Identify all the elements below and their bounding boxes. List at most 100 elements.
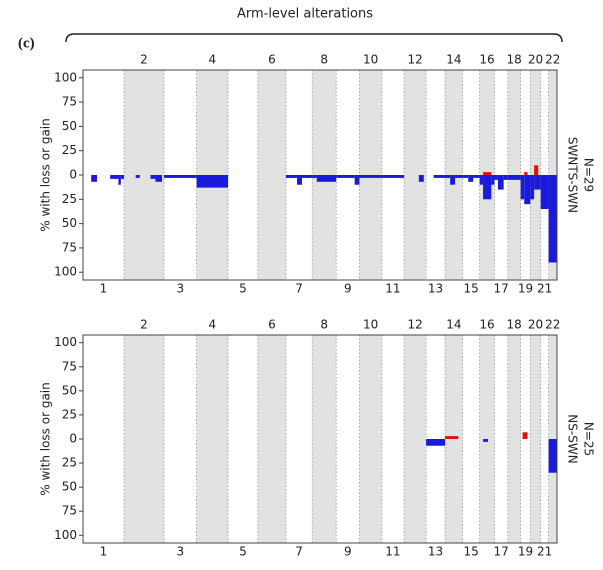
gain-bar <box>524 172 528 175</box>
y-tick-label: 75 <box>62 240 77 254</box>
chromosome-label: 9 <box>344 282 352 296</box>
loss-bar <box>450 175 456 185</box>
loss-bar <box>540 175 549 210</box>
gain-bar <box>534 165 539 175</box>
chromosome-label: 17 <box>493 545 508 559</box>
panel-label: (c) <box>18 35 35 51</box>
y-tick-label: 0 <box>69 432 77 446</box>
loss-bar <box>118 175 121 185</box>
y-tick-label: 25 <box>62 456 77 470</box>
chromosome-label: 13 <box>428 282 443 296</box>
loss-bar <box>316 175 337 182</box>
chromosome-label: 19 <box>518 282 533 296</box>
chromosome-label: 14 <box>446 318 461 332</box>
chromosome-label: 13 <box>428 545 443 559</box>
y-tick-label: 0 <box>69 168 77 182</box>
y-axis-label: % with loss or gain <box>39 118 53 231</box>
chromosome-label: 3 <box>176 545 184 559</box>
loss-bar <box>548 439 557 473</box>
y-tick-label: 50 <box>62 480 77 494</box>
loss-bar <box>359 175 382 178</box>
chromosome-label: 21 <box>537 545 552 559</box>
loss-bar <box>479 175 484 185</box>
y-tick-label: 75 <box>62 504 77 518</box>
chromosome-band <box>404 335 427 543</box>
chromosome-label: 1 <box>100 282 108 296</box>
loss-bar <box>418 175 424 182</box>
loss-bar <box>301 175 313 178</box>
chromosome-band <box>404 70 427 280</box>
loss-bar <box>548 175 557 263</box>
chromosome-label: 6 <box>268 318 276 332</box>
loss-bar <box>135 175 140 178</box>
chromosome-label: 15 <box>463 282 478 296</box>
loss-bar <box>426 439 446 446</box>
loss-bar <box>524 175 531 205</box>
loss-bar <box>534 175 541 190</box>
loss-bar <box>445 175 451 178</box>
chromosome-label: 5 <box>239 545 247 559</box>
loss-bar <box>286 175 298 178</box>
y-tick-label: 100 <box>54 265 77 279</box>
chromosome-label: 5 <box>239 282 247 296</box>
chromosome-band <box>530 335 541 543</box>
chromosome-label: 11 <box>385 545 400 559</box>
loss-bar <box>473 175 480 178</box>
y-tick-label: 100 <box>54 70 77 84</box>
side-label: SWNTS-SWN <box>566 137 580 213</box>
chromosome-label: 18 <box>507 53 522 67</box>
chromosome-band <box>507 335 521 543</box>
chromosome-label: 12 <box>407 318 422 332</box>
chromosome-label: 8 <box>320 318 328 332</box>
loss-bar <box>483 175 492 200</box>
loss-bar <box>530 175 535 200</box>
y-tick-label: 75 <box>62 95 77 109</box>
chromosome-label: 3 <box>176 282 184 296</box>
chromosome-label: 10 <box>363 53 378 67</box>
chromosome-band <box>123 335 165 543</box>
chromosome-label: 21 <box>537 282 552 296</box>
n-label: N=25 <box>582 422 596 456</box>
y-tick-label: 50 <box>62 119 77 133</box>
loss-bar <box>196 175 229 188</box>
chromosome-band <box>312 335 337 543</box>
loss-bar <box>336 175 355 178</box>
loss-bar <box>455 175 463 178</box>
chromosome-band <box>196 335 229 543</box>
chromosome-label: 10 <box>363 318 378 332</box>
loss-bar <box>354 175 360 185</box>
loss-bar <box>491 175 495 185</box>
y-tick-label: 25 <box>62 407 77 421</box>
n-label: N=29 <box>582 158 596 192</box>
chromosome-band <box>257 70 287 280</box>
chromosome-label: 7 <box>295 282 303 296</box>
chromosome-label: 19 <box>518 545 533 559</box>
loss-bar <box>483 439 489 442</box>
loss-bar <box>110 175 119 179</box>
loss-bar <box>120 175 124 179</box>
loss-bar <box>297 175 302 185</box>
side-label: NS-SWN <box>566 414 580 463</box>
loss-bar <box>507 175 521 180</box>
chromosome-label: 18 <box>507 318 522 332</box>
loss-bar <box>155 175 163 182</box>
loss-bar <box>468 175 474 182</box>
loss-bar <box>497 175 504 190</box>
y-tick-label: 75 <box>62 359 77 373</box>
loss-bar <box>381 175 405 178</box>
chromosome-label: 2 <box>140 53 148 67</box>
chromosome-label: 6 <box>268 53 276 67</box>
loss-bar <box>91 175 97 182</box>
loss-bar <box>462 175 469 178</box>
loss-bar <box>433 175 446 178</box>
loss-bar <box>312 175 317 178</box>
chromosome-label: 17 <box>493 282 508 296</box>
y-tick-label: 25 <box>62 192 77 206</box>
chromosome-label: 15 <box>463 545 478 559</box>
chromosome-label: 11 <box>385 282 400 296</box>
chromosome-label: 4 <box>209 318 217 332</box>
gain-bar <box>483 172 492 175</box>
gain-bar <box>445 436 459 439</box>
chromosome-label: 8 <box>320 53 328 67</box>
